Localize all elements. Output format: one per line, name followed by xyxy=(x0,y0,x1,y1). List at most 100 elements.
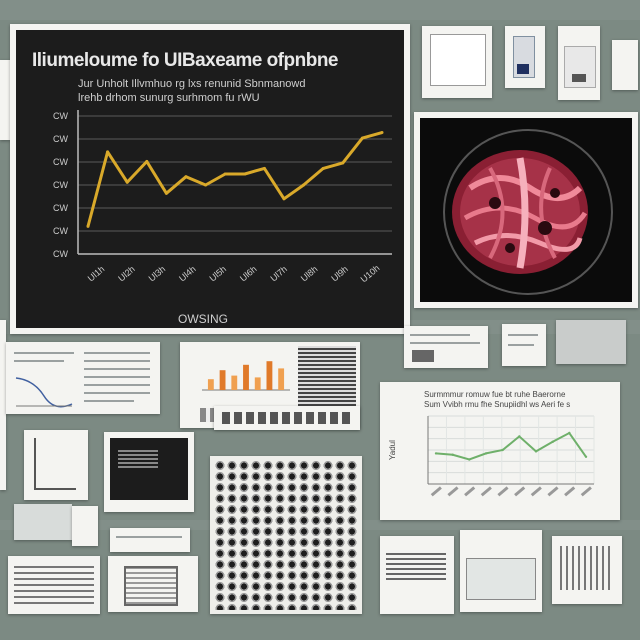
series-line xyxy=(86,131,383,227)
thumb-card xyxy=(422,26,492,98)
bar xyxy=(243,364,249,390)
data-point xyxy=(262,166,266,170)
right-line-chart xyxy=(427,415,595,497)
data-point xyxy=(468,458,471,461)
label-card xyxy=(110,528,190,552)
bar xyxy=(207,379,214,390)
document-card xyxy=(8,556,100,614)
document-card xyxy=(552,536,622,604)
data-point xyxy=(584,455,588,458)
document-card xyxy=(380,536,454,614)
x-tick-mark xyxy=(497,486,509,497)
x-tick-label: Ul2h xyxy=(116,264,137,284)
x-tick-mark xyxy=(547,486,559,497)
wall-band xyxy=(0,0,640,20)
document-card xyxy=(460,530,542,612)
bar xyxy=(266,361,273,390)
bar xyxy=(278,368,285,390)
text-block xyxy=(14,564,94,604)
x-tick-mark xyxy=(430,486,442,497)
cell-micrograph xyxy=(214,460,358,610)
bar xyxy=(231,375,238,390)
text-line xyxy=(84,392,150,394)
x-tick-label: Ul3h xyxy=(147,264,168,284)
text-line xyxy=(14,360,64,362)
mini-plot xyxy=(15,377,73,408)
note-card xyxy=(556,320,626,364)
text-line xyxy=(84,400,134,402)
y-tick-label: CW xyxy=(53,226,68,236)
text-line xyxy=(84,352,150,354)
x-tick-mark xyxy=(464,486,476,497)
tissue-poster xyxy=(414,112,638,308)
thumb-figure xyxy=(430,34,486,86)
data-point xyxy=(106,150,110,154)
data-point xyxy=(145,160,149,164)
y-tick-label: CW xyxy=(53,111,68,121)
device-figure xyxy=(517,64,529,74)
right-chart-ylabel: Yadul xyxy=(388,440,397,460)
thumb-card xyxy=(558,26,600,100)
tissue-panel xyxy=(420,118,632,302)
text-line xyxy=(84,368,150,370)
device-figure xyxy=(572,74,586,82)
x-tick-mark xyxy=(564,486,576,497)
x-tick-label: Ul5h xyxy=(208,264,229,284)
thumb-card xyxy=(612,40,638,90)
cell-grid-poster xyxy=(210,456,362,614)
text-block xyxy=(386,550,446,580)
caption-card xyxy=(214,406,360,430)
main-chart-title: Iliumeloume fo UIBaxeame ofpnbne xyxy=(32,50,339,71)
data-point xyxy=(501,448,504,452)
y-tick-label: CW xyxy=(53,203,68,213)
text-line xyxy=(410,342,480,344)
right-chart-card: Surmmmur romuw fue bt ruhe Baerorne Sum … xyxy=(380,382,620,520)
text-line xyxy=(508,344,534,346)
main-line-chart: CW CW CW CW CW CW CW Ul1h Ul2h Ul3h Ul4h Ul5h Ul6h Ul… xyxy=(53,110,392,284)
x-tick-label: Ul7h xyxy=(268,264,289,284)
data-point xyxy=(125,180,129,184)
main-chart-subtitle: lrehb drhom sunurg surhmom fu rWU xyxy=(78,92,260,104)
y-tick-label: CW xyxy=(53,180,68,190)
x-tick-label: Ul8h xyxy=(299,264,320,284)
data-point xyxy=(204,183,208,187)
text-line xyxy=(410,334,470,336)
x-tick-label: Ul6h xyxy=(238,264,259,284)
document-card xyxy=(108,556,198,612)
data-point xyxy=(184,175,188,179)
x-tick-mark xyxy=(480,486,492,497)
data-table-figure xyxy=(298,346,356,406)
bar xyxy=(219,370,226,390)
text-line xyxy=(14,352,74,354)
data-point xyxy=(568,431,571,435)
y-tick-label: CW xyxy=(53,249,68,259)
text-line xyxy=(84,376,150,378)
y-tick-label: CW xyxy=(53,157,68,167)
data-point xyxy=(518,435,521,438)
tissue-image xyxy=(443,129,613,295)
monitor-card xyxy=(104,432,194,512)
document-card xyxy=(24,430,88,500)
x-tick-label: Ul4h xyxy=(177,264,198,284)
data-point xyxy=(534,450,538,453)
text-line xyxy=(84,384,150,386)
data-point xyxy=(380,131,384,135)
document-card xyxy=(6,342,160,414)
x-tick-mark xyxy=(530,486,542,497)
data-point xyxy=(302,183,306,187)
x-tick-label: Ul9h xyxy=(329,264,350,284)
x-tick-label: Ul1h xyxy=(86,264,107,284)
series-line xyxy=(435,431,587,461)
x-tick-mark xyxy=(580,486,592,497)
y-tick-label: CW xyxy=(53,134,68,144)
bar xyxy=(254,377,261,390)
x-tick-mark xyxy=(514,486,526,497)
x-tick-mark xyxy=(447,486,459,497)
data-point xyxy=(551,440,554,444)
text-line xyxy=(116,536,182,538)
data-point xyxy=(86,224,90,228)
edge-card xyxy=(0,320,6,490)
photo-card xyxy=(72,506,98,546)
figure-block xyxy=(34,438,76,490)
photo-card xyxy=(14,504,72,540)
